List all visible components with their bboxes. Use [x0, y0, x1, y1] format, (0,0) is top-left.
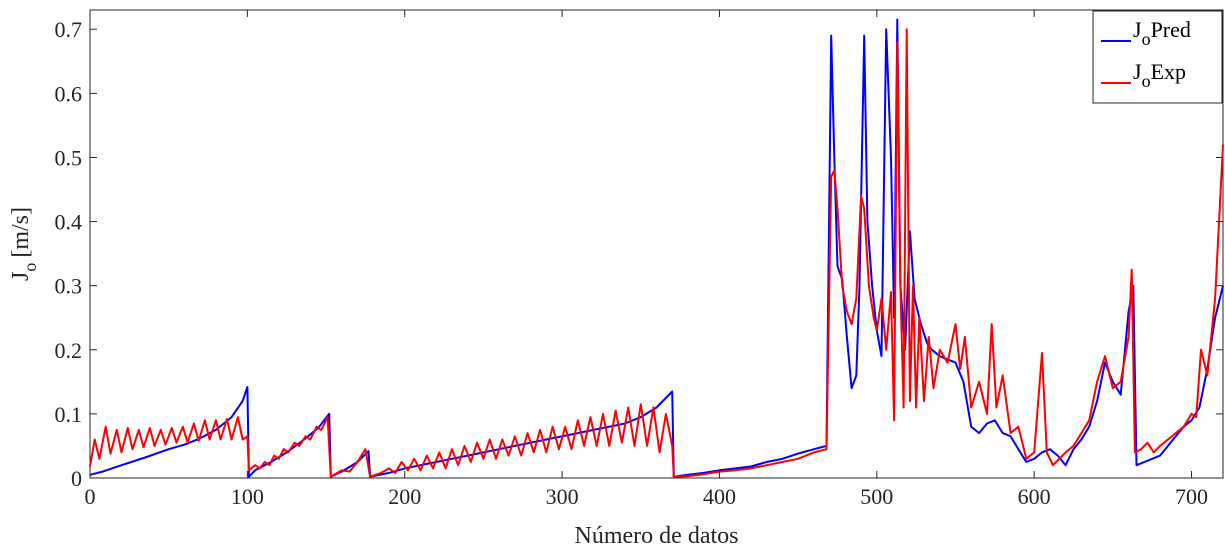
x-tick-label: 700	[1175, 484, 1208, 509]
x-axis-ticks: 0 100 200 300 400 500 600 700	[85, 10, 1208, 509]
y-tick-label: 0.6	[55, 81, 83, 106]
series-layer	[89, 18, 1224, 478]
y-axis-title-sub: o	[20, 263, 40, 272]
series-line-pred	[89, 18, 1224, 478]
axes-box	[89, 9, 1224, 479]
x-tick-label: 500	[860, 484, 893, 509]
y-tick-label: 0.7	[55, 17, 83, 42]
x-tick-label: 100	[231, 484, 264, 509]
y-tick-label: 0.5	[55, 145, 83, 170]
legend-box	[1092, 10, 1223, 104]
x-tick-label: 600	[1018, 484, 1051, 509]
y-axis-title-unit: [m/s]	[8, 207, 34, 258]
y-tick-label: 0.2	[55, 338, 83, 363]
y-axis-title-main: J	[8, 272, 34, 281]
plot-area	[89, 9, 1224, 479]
legend-items: JoPred JoExp	[1101, 17, 1191, 91]
legend-label-pred: JoPred	[1133, 17, 1191, 49]
y-axis-title: Jo [m/s]	[8, 207, 40, 281]
y-tick-label: 0	[71, 466, 82, 491]
series-line-exp	[89, 28, 1224, 478]
y-axis-ticks: 0 0.1 0.2 0.3 0.4 0.5 0.6 0.7	[55, 17, 1223, 491]
y-tick-label: 0.1	[55, 402, 83, 427]
y-tick-label: 0.3	[55, 274, 83, 299]
x-axis-title: Número de datos	[575, 523, 739, 549]
x-tick-label: 0	[85, 484, 96, 509]
x-tick-label: 200	[388, 484, 421, 509]
y-tick-label: 0.4	[55, 210, 83, 235]
x-tick-label: 400	[703, 484, 736, 509]
x-tick-label: 300	[546, 484, 579, 509]
legend-label-exp: JoExp	[1133, 59, 1186, 91]
legend: JoPred JoExp	[1092, 10, 1223, 104]
